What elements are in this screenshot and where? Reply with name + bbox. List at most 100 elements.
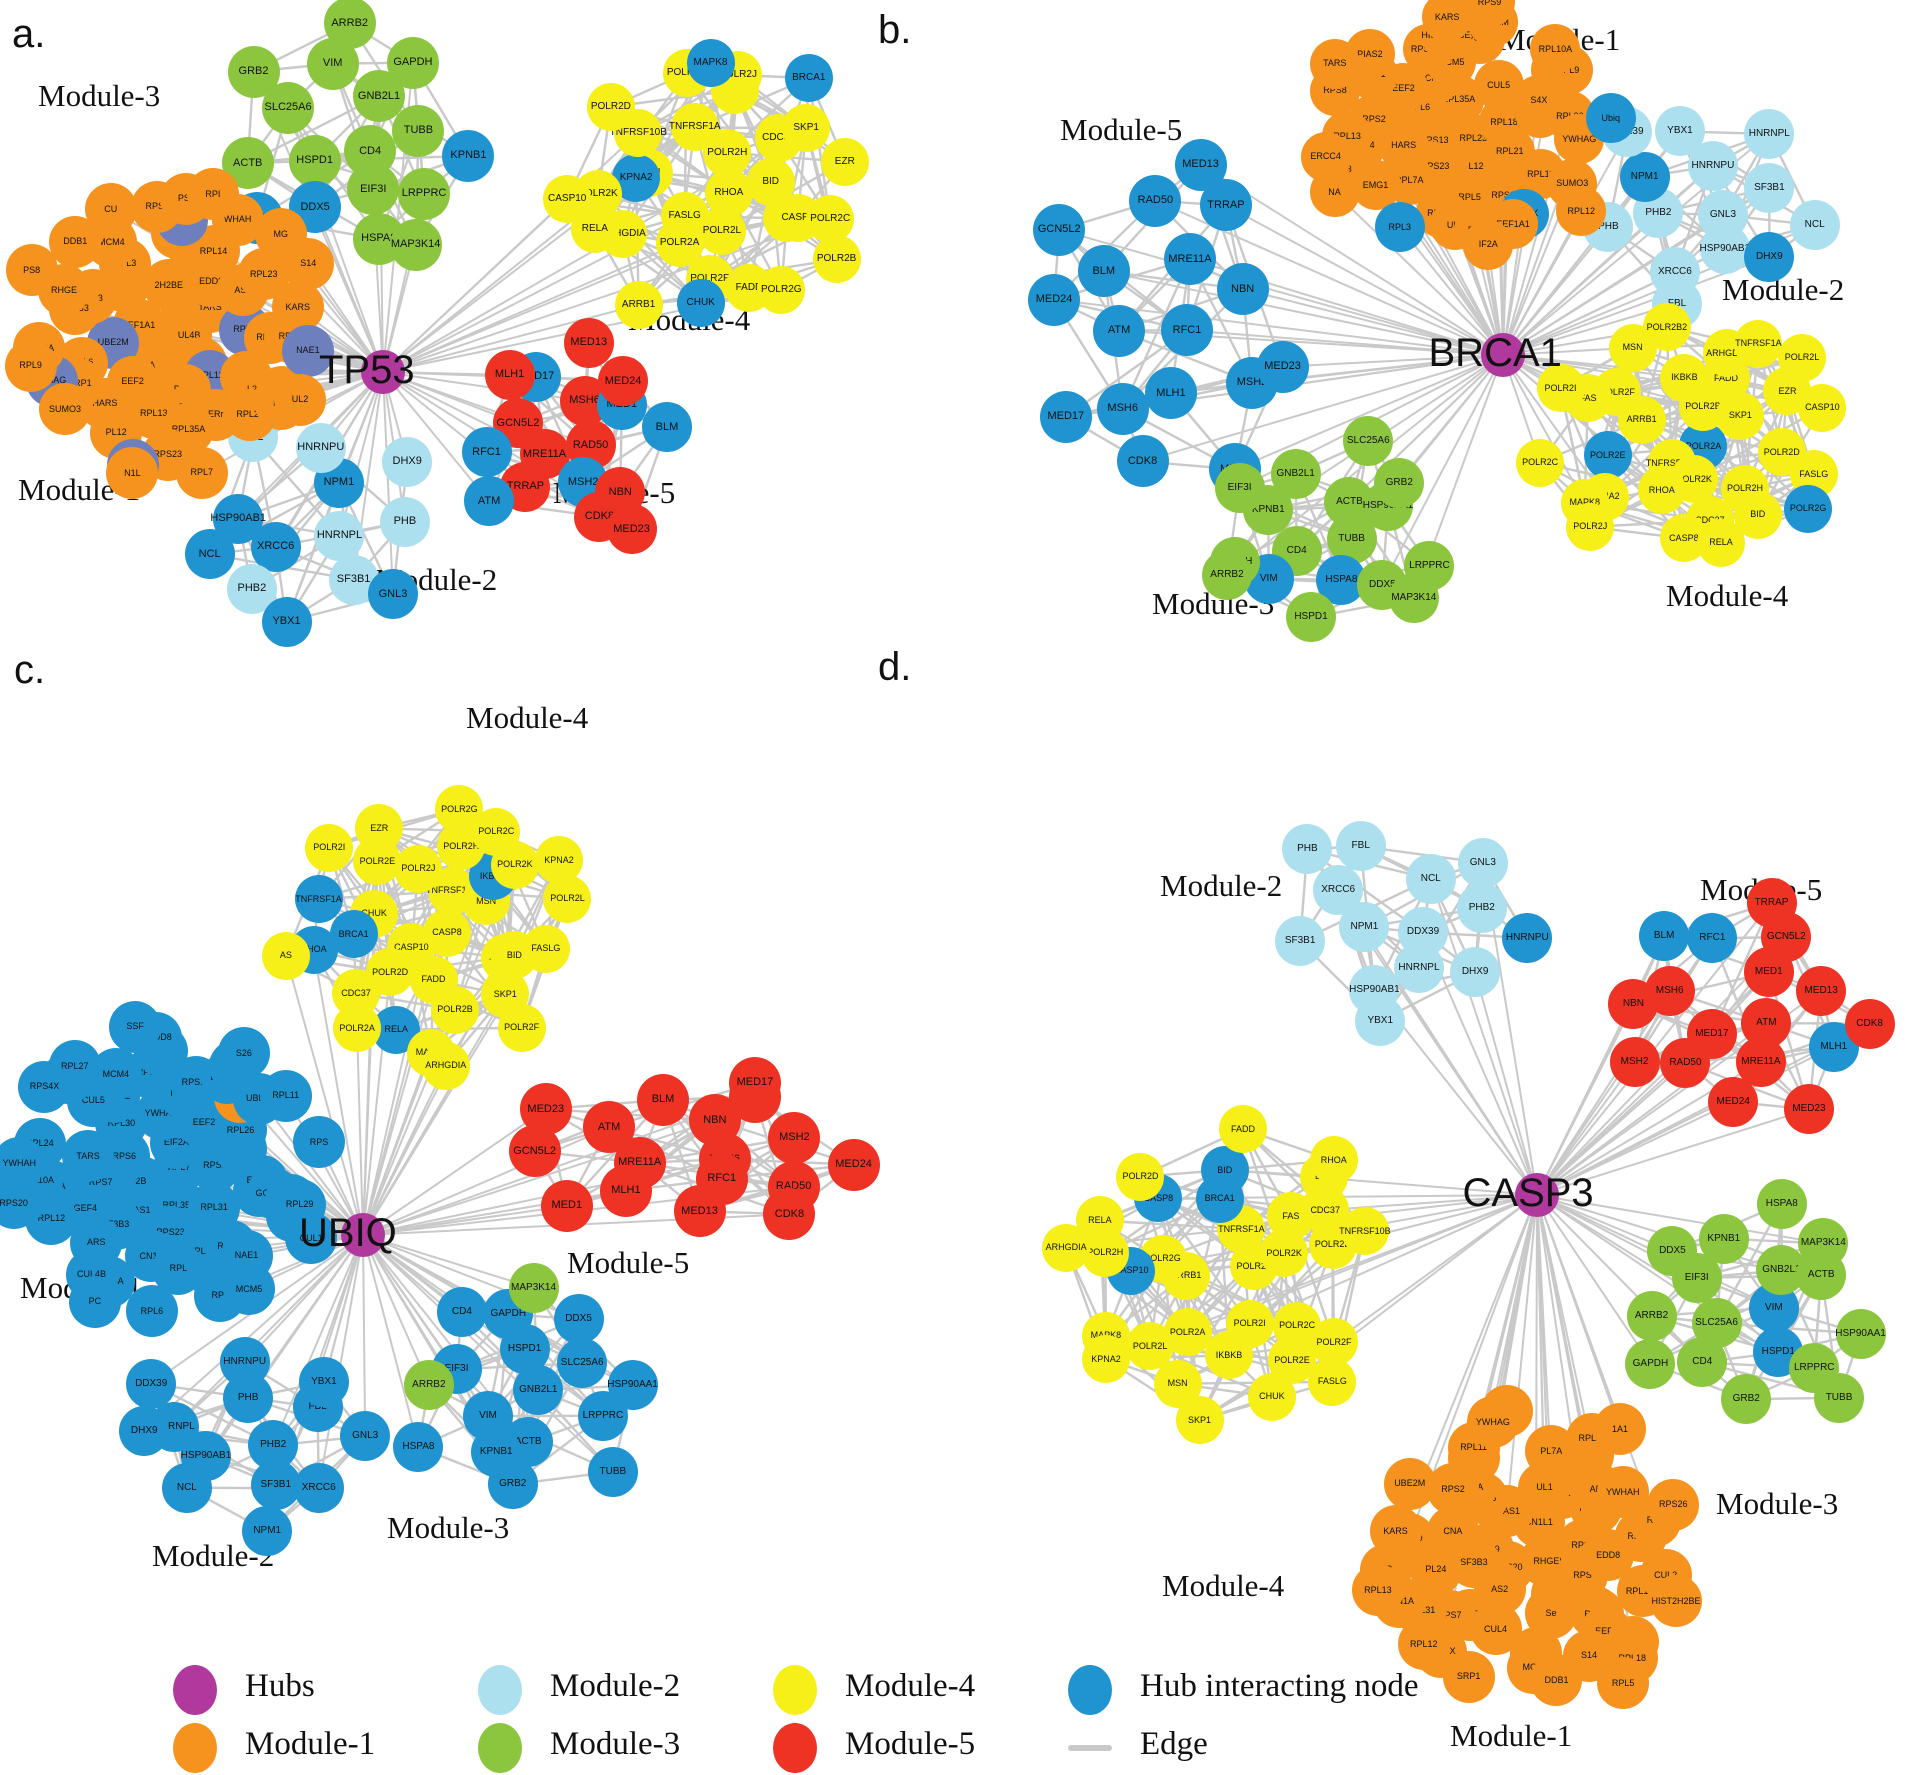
a-m4-polr2b[interactable]: POLR2B [812,235,861,284]
hub-tp53[interactable] [361,350,405,394]
a-m3-eif3i[interactable]: EIF3I [347,163,400,216]
d-m5-msh2[interactable]: MSH2 [1609,1037,1660,1088]
d-m5-nbn[interactable]: NBN [1608,979,1659,1030]
b-m5-mlh1[interactable]: MLH1 [1144,367,1197,420]
b-m1-41[interactable]: KARS [1422,0,1473,43]
d-m4-faslg[interactable]: FASLG [1308,1357,1357,1406]
a-m4-casp10[interactable]: CASP10 [543,174,592,223]
b-m4-polr2l[interactable]: POLR2L [1778,333,1827,382]
a-m2-gnl3[interactable]: GNL3 [367,569,418,620]
b-m2-ncl[interactable]: NCL [1789,200,1840,251]
b-m1-40[interactable]: RPL3 [1374,202,1425,252]
a-m1-57[interactable]: RPI [186,168,239,221]
d-m3-tubb[interactable]: TUBB [1814,1372,1865,1423]
d-m5-cdk8[interactable]: CDK8 [1844,998,1895,1049]
a-m4-ezr[interactable]: EZR [820,137,869,186]
d-m2-hnrnpl[interactable]: HNRNPL [1393,943,1444,993]
d-m5-rfc1[interactable]: RFC1 [1687,913,1738,964]
b-m4-polr2g[interactable]: POLR2G [1784,484,1833,533]
a-m3-gapdh[interactable]: GAPDH [386,36,439,89]
c-m2-ncl[interactable]: NCL [161,1462,212,1513]
a-m2-phb[interactable]: PHB [379,496,430,547]
d-m1-57[interactable]: 1A1 [1594,1403,1647,1456]
c-m4-tnfrsf1a[interactable]: TNFRSF1A [294,875,343,924]
a-m3-tubb[interactable]: TUBB [392,104,445,157]
b-m2-hnrnpl[interactable]: HNRNPL [1744,108,1795,159]
b-m1-50[interactable]: RPL12 [1556,186,1607,237]
d-m5-blm[interactable]: BLM [1639,911,1690,962]
b-m3-hspd1[interactable]: HSPD1 [1286,592,1336,643]
a-m4-polr2d[interactable]: POLR2D [586,82,635,131]
a-m1-60[interactable]: S14 [282,237,335,290]
b-m5-rad50[interactable]: RAD50 [1129,174,1182,227]
c-m1-60[interactable]: RPS [293,1116,346,1169]
c-m3-cd4[interactable]: CD4 [436,1287,487,1338]
d-m5-med24[interactable]: MED24 [1708,1076,1759,1127]
d-m5-med13[interactable]: MED13 [1796,965,1847,1016]
a-m2-ybx1[interactable]: YBX1 [261,596,312,647]
a-m4-mapk8[interactable]: MAPK8 [686,39,735,88]
c-m1-57[interactable]: S26 [217,1027,270,1080]
c-m4-as[interactable]: AS [261,931,310,980]
d-m3-grb2[interactable]: GRB2 [1721,1374,1772,1425]
c-m3-tubb[interactable]: TUBB [587,1446,638,1497]
hub-brca1[interactable] [1481,333,1525,377]
a-m5-blm[interactable]: BLM [641,402,692,453]
b-m5-mre11a[interactable]: MRE11A [1163,233,1216,286]
c-m3-hsp90aa1[interactable]: HSP90AA1 [607,1360,658,1411]
b-m1-48[interactable]: NA [1309,167,1360,218]
d-m1-45[interactable]: DDB1 [1530,1654,1583,1707]
b-m5-med13[interactable]: MED13 [1174,138,1227,191]
d-m4-skp1[interactable]: SKP1 [1175,1396,1224,1445]
b-m1-47[interactable]: Ubiq [1585,93,1636,144]
a-m4-brca1[interactable]: BRCA1 [784,54,833,103]
a-m5-atm[interactable]: ATM [464,476,515,527]
d-m4-fadd[interactable]: FADD [1218,1105,1267,1154]
b-m3-arrb2[interactable]: ARRB2 [1201,549,1252,600]
a-m4-polr2l[interactable]: POLR2L [697,206,746,255]
c-m1-53[interactable]: RPL6 [125,1285,178,1338]
d-m2-phb2[interactable]: PHB2 [1456,883,1507,934]
c-m4-polr2b[interactable]: POLR2B [431,985,480,1034]
d-m1-48[interactable]: RPL12 [1397,1618,1450,1671]
b-m5-gcn5l2[interactable]: GCN5L2 [1033,203,1086,256]
c-m2-gnl3[interactable]: GNL3 [340,1411,391,1462]
b-m4-rela[interactable]: RELA [1697,518,1746,567]
d-m4-tnfrsf10b[interactable]: TNFRSF10B [1339,1207,1391,1256]
b-m4-polr2e[interactable]: POLR2E [1583,431,1632,480]
b-m3-map3k14[interactable]: MAP3K14 [1388,572,1439,623]
c-m3-map3k14[interactable]: MAP3K14 [508,1262,559,1313]
b-m2-hsp90ab1[interactable]: HSP90AB1 [1700,224,1750,275]
d-m3-cd4[interactable]: CD4 [1677,1337,1728,1388]
c-m5-med1[interactable]: MED1 [540,1179,593,1232]
a-m4-arrb1[interactable]: ARRB1 [614,280,663,329]
c-m2-ybx1[interactable]: YBX1 [298,1357,349,1408]
d-m3-hspa8[interactable]: HSPA8 [1756,1178,1807,1229]
b-m3-grb2[interactable]: GRB2 [1374,458,1425,509]
hub-casp3[interactable] [1515,1173,1559,1217]
a-m3-arrb2[interactable]: ARRB2 [323,0,376,50]
d-m4-polr2d[interactable]: POLR2D [1116,1152,1165,1201]
b-m5-nbn[interactable]: NBN [1216,263,1269,315]
c-m1-62[interactable]: SSF [109,1000,162,1053]
a-m1-56[interactable]: RPL9 [4,339,57,392]
c-m4-polr2i[interactable]: POLR2I [305,823,354,872]
b-m4-rhoa[interactable]: RHOA [1637,466,1686,515]
b-m3-eif3i[interactable]: EIF3I [1214,463,1265,514]
c-m2-hnrnpu[interactable]: HNRNPU [219,1337,270,1388]
c-m2-dhx9[interactable]: DHX9 [119,1405,170,1456]
c-m5-med23[interactable]: MED23 [519,1083,572,1136]
d-m2-dhx9[interactable]: DHX9 [1450,947,1501,998]
d-m4-kpna2[interactable]: KPNA2 [1082,1335,1131,1384]
a-m4-chuk[interactable]: CHUK [676,279,725,328]
a-m1-61[interactable]: N1L [106,447,159,500]
c-m5-med13[interactable]: MED13 [673,1185,726,1238]
d-m2-gnl3[interactable]: GNL3 [1457,837,1508,888]
d-m2-fbl[interactable]: FBL [1335,821,1386,872]
hub-ubiq[interactable] [341,1213,385,1257]
a-m3-lrpprc[interactable]: LRPPRC [398,167,451,220]
a-m3-grb2[interactable]: GRB2 [227,45,280,98]
b-m5-med24[interactable]: MED24 [1028,273,1081,326]
a-m1-54[interactable]: CU [84,183,137,236]
a-m3-map3k14[interactable]: MAP3K14 [389,218,442,271]
